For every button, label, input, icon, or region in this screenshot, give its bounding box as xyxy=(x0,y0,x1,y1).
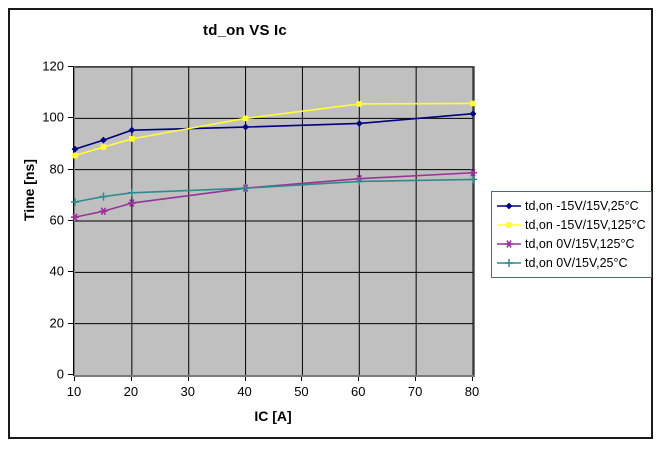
legend-label: td,on -15V/15V,25°C xyxy=(525,198,639,213)
y-tick-mark xyxy=(68,271,74,273)
series-1 xyxy=(72,100,476,159)
series-0 xyxy=(71,110,477,153)
gridlines xyxy=(75,66,474,375)
y-tick-mark xyxy=(68,66,74,67)
y-tick-mark xyxy=(68,168,74,170)
legend-marker-icon xyxy=(496,237,522,251)
y-tick-label: 100 xyxy=(42,109,64,125)
y-tick-label: 60 xyxy=(49,212,64,228)
data-point-marker-plus xyxy=(355,177,364,186)
data-point-marker-square xyxy=(129,136,135,142)
data-point-marker-plus xyxy=(241,184,250,193)
data-point-marker-square xyxy=(356,101,363,107)
x-tick-mark xyxy=(358,375,360,381)
y-tick-mark xyxy=(68,374,74,375)
x-tick-label: 70 xyxy=(407,384,423,399)
data-point-marker-asterisk xyxy=(469,168,477,177)
data-point-marker-asterisk xyxy=(505,239,513,248)
chart-title: td_on VS Ic xyxy=(203,22,287,39)
x-tick-label: 40 xyxy=(237,384,252,399)
plot-area xyxy=(71,66,477,377)
x-tick-mark xyxy=(130,375,132,381)
x-tick-label: 50 xyxy=(294,384,309,399)
x-tick-label: 10 xyxy=(66,384,82,399)
y-tick-label: 80 xyxy=(49,161,64,177)
data-point-marker-plus xyxy=(127,188,136,197)
legend-item[interactable]: td,on 0V/15V,25°C xyxy=(496,253,646,272)
legend-label: td,on 0V/15V,25°C xyxy=(525,255,628,270)
data-point-marker-asterisk xyxy=(127,199,136,207)
x-tick-mark xyxy=(74,375,75,381)
x-tick-mark xyxy=(244,375,246,381)
data-point-marker-diamond xyxy=(242,123,249,131)
legend-label: td,on -15V/15V,125°C xyxy=(525,217,646,232)
x-tick-label: 60 xyxy=(351,384,366,399)
chart-legend: td,on -15V/15V,25°C td,on -15V/15V,125°C t… xyxy=(491,191,652,278)
data-point-marker-diamond xyxy=(71,145,79,153)
y-tick-label: 120 xyxy=(42,58,64,74)
y-axis-title: Time [ns] xyxy=(21,159,37,221)
data-point-marker-asterisk xyxy=(71,213,79,222)
legend-marker-icon xyxy=(496,218,522,232)
series-2 xyxy=(71,168,477,222)
data-point-marker-diamond xyxy=(128,126,136,134)
y-tick-label: 20 xyxy=(49,315,64,331)
data-point-marker-diamond xyxy=(469,110,477,118)
chart-frame: td_on VS Ic Time [ns] IC [A] 0 20 40 60 80 10… xyxy=(8,8,653,439)
data-series-layer xyxy=(71,100,477,222)
x-tick-mark xyxy=(301,375,303,381)
y-tick-mark xyxy=(68,220,74,221)
series-3 xyxy=(71,175,477,207)
x-tick-mark xyxy=(415,375,417,381)
data-point-marker-asterisk xyxy=(99,207,108,216)
data-point-marker-diamond xyxy=(505,202,513,209)
data-point-marker-diamond xyxy=(355,120,363,127)
x-tick-label: 30 xyxy=(180,384,195,399)
x-axis-title: IC [A] xyxy=(254,408,292,424)
legend-label: td,on 0V/15V,125°C xyxy=(525,236,635,251)
y-tick-mark xyxy=(68,117,74,119)
data-point-marker-diamond xyxy=(100,136,107,144)
x-tick-mark xyxy=(187,375,189,381)
data-point-marker-plus xyxy=(469,175,477,184)
x-tick-label: 80 xyxy=(464,384,480,399)
data-point-marker-square xyxy=(506,221,512,228)
y-tick-mark xyxy=(68,322,74,324)
x-tick-mark xyxy=(472,375,473,381)
y-tick-label: 0 xyxy=(56,366,64,382)
x-tick-label: 20 xyxy=(123,384,139,399)
data-point-marker-square xyxy=(470,100,476,107)
legend-marker-icon xyxy=(496,199,522,213)
data-point-marker-square xyxy=(100,144,107,150)
legend-item[interactable]: td,on 0V/15V,125°C xyxy=(496,234,646,253)
y-tick-label: 40 xyxy=(49,263,64,279)
data-point-marker-plus xyxy=(71,198,79,207)
data-point-marker-square xyxy=(72,152,78,159)
data-point-marker-plus xyxy=(99,192,108,201)
data-point-marker-plus xyxy=(505,258,513,267)
legend-item[interactable]: td,on -15V/15V,125°C xyxy=(496,215,646,234)
legend-item[interactable]: td,on -15V/15V,25°C xyxy=(496,196,646,215)
legend-marker-icon xyxy=(496,256,522,270)
data-point-marker-square xyxy=(242,115,249,122)
